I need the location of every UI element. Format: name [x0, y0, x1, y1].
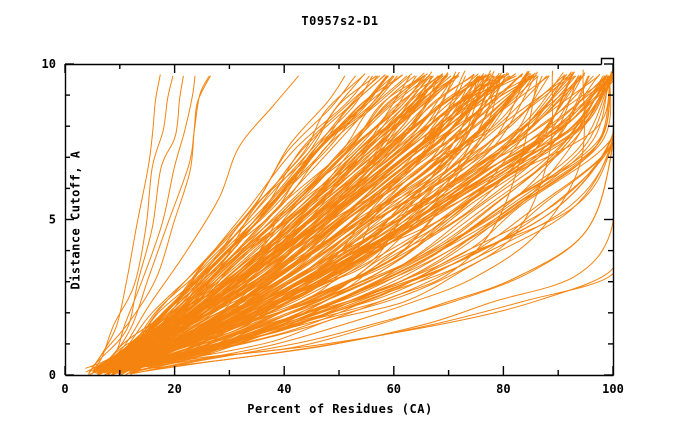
y-tick-label: 0	[49, 368, 56, 382]
data-curve	[130, 71, 613, 371]
data-curve	[107, 75, 535, 375]
data-curve	[117, 75, 495, 375]
data-curve	[104, 75, 467, 374]
data-curve	[109, 75, 532, 375]
y-tick-label: 5	[49, 213, 56, 227]
x-tick-label: 0	[61, 382, 68, 396]
data-curve	[93, 75, 174, 370]
data-curve	[126, 70, 554, 368]
data-curve	[112, 73, 613, 370]
curve-group	[85, 69, 613, 375]
data-curve	[112, 73, 523, 375]
x-tick-label: 20	[167, 382, 181, 396]
data-curve	[126, 72, 502, 370]
data-curve	[88, 74, 161, 373]
data-curve	[128, 272, 613, 371]
x-axis-tick-labels: 0 20 40 60 80 100	[61, 382, 623, 396]
data-curve	[101, 75, 370, 370]
data-curve	[124, 75, 543, 368]
data-curve	[98, 73, 413, 370]
data-curve	[127, 69, 585, 370]
data-curve	[119, 75, 502, 371]
data-curve	[126, 71, 538, 372]
x-axis-major-ticks	[64, 64, 614, 375]
x-tick-label: 60	[387, 382, 401, 396]
page-title: T0957s2-D1	[301, 14, 379, 28]
data-curve	[112, 75, 479, 375]
data-curve	[132, 122, 613, 374]
data-curve	[99, 75, 299, 369]
y-tick-label: 10	[42, 57, 56, 71]
data-curve	[108, 75, 417, 375]
data-curve	[87, 75, 211, 375]
data-curve	[85, 75, 196, 369]
data-curve	[105, 75, 490, 368]
x-tick-label: 40	[277, 382, 291, 396]
x-tick-label: 100	[602, 382, 624, 396]
x-tick-label: 80	[496, 382, 510, 396]
y-axis-tick-labels: 0 5 10	[42, 57, 56, 382]
data-curve	[106, 74, 573, 371]
data-curve	[134, 75, 502, 369]
x-axis-minor-ticks	[119, 64, 559, 375]
data-curve	[128, 75, 539, 371]
y-axis-minor-ticks	[65, 94, 613, 345]
data-curve	[90, 75, 184, 368]
y-axis-major-ticks	[65, 63, 613, 376]
data-curve	[108, 71, 613, 369]
data-curve	[107, 73, 428, 371]
data-curve	[125, 72, 613, 372]
data-curve	[111, 75, 440, 375]
data-curve	[97, 75, 387, 374]
x-axis-label: Percent of Residues (CA)	[247, 402, 433, 416]
data-curve	[134, 267, 613, 374]
data-curve	[126, 71, 574, 375]
data-curve	[132, 72, 613, 372]
